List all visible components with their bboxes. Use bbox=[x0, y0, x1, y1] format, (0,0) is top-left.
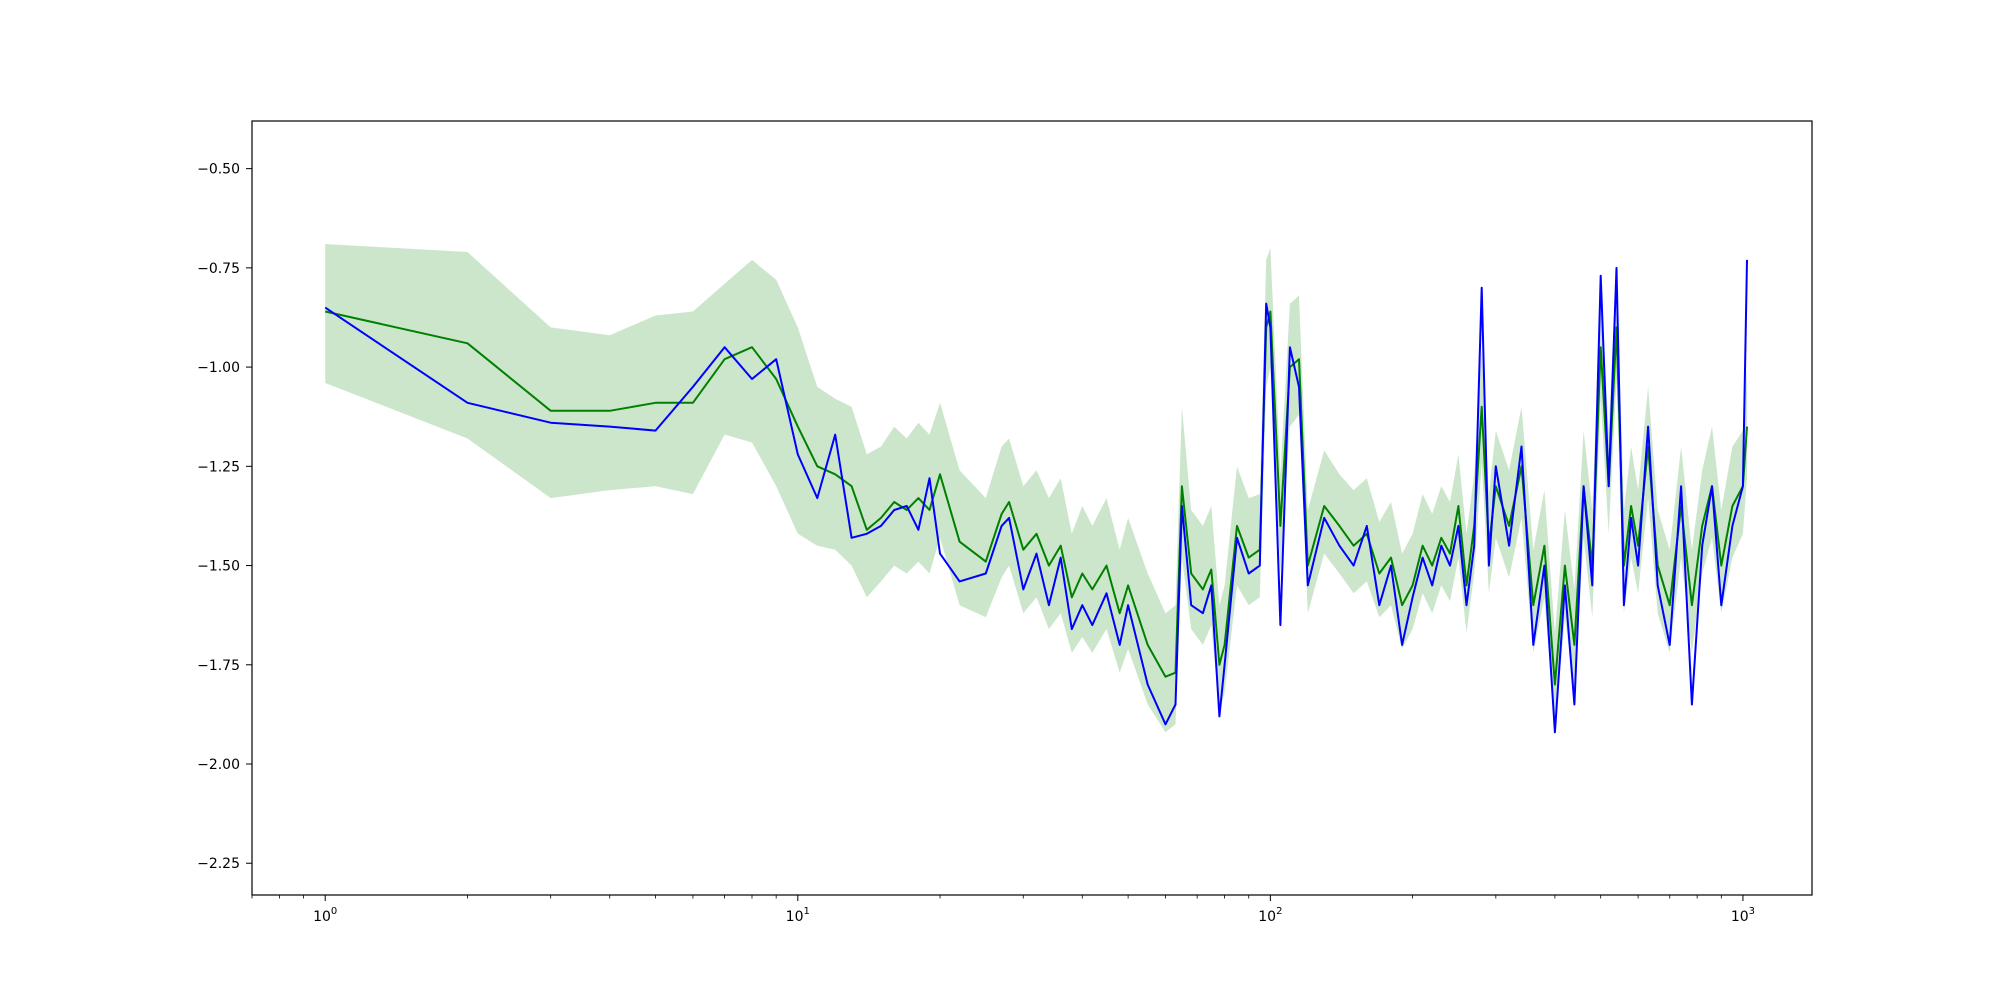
x-tick-base: 10 bbox=[786, 909, 804, 925]
x-tick-base: 10 bbox=[1731, 909, 1749, 925]
x-tick-label: 100 bbox=[313, 906, 337, 925]
x-tick-exponent: 0 bbox=[331, 906, 337, 917]
y-tick-label: −0.50 bbox=[197, 162, 240, 178]
y-tick-label: −2.00 bbox=[197, 757, 240, 773]
y-tick-label: −1.50 bbox=[197, 559, 240, 575]
x-tick-base: 10 bbox=[1258, 909, 1276, 925]
series-0-line bbox=[324, 310, 1748, 686]
y-tick-label: −2.25 bbox=[197, 856, 240, 872]
x-tick-exponent: 3 bbox=[1749, 906, 1755, 917]
confidence-bands bbox=[325, 244, 1748, 733]
x-tick-label: 103 bbox=[1731, 906, 1755, 925]
y-tick-label: −1.75 bbox=[197, 658, 240, 674]
y-tick-label: −0.75 bbox=[197, 261, 240, 277]
series-0-band bbox=[325, 244, 1748, 733]
y-tick-label: −1.25 bbox=[197, 459, 240, 475]
x-tick-base: 10 bbox=[313, 909, 331, 925]
x-tick-label: 102 bbox=[1258, 906, 1282, 925]
y-tick-label: −1.00 bbox=[197, 360, 240, 376]
x-tick-label: 101 bbox=[786, 906, 810, 925]
x-tick-exponent: 2 bbox=[1276, 906, 1282, 917]
y-axis-ticks: −0.50 −0.75 −1.00 −1.25 −1.50 −1.75 −2.00 −2.25 bbox=[197, 162, 252, 872]
series-1-line bbox=[324, 259, 1748, 734]
x-tick-exponent: 1 bbox=[804, 906, 810, 917]
series-lines bbox=[324, 259, 1748, 734]
x-axis-ticks: 100 101 102 103 bbox=[251, 895, 1755, 925]
plot-frame bbox=[251, 120, 1813, 896]
